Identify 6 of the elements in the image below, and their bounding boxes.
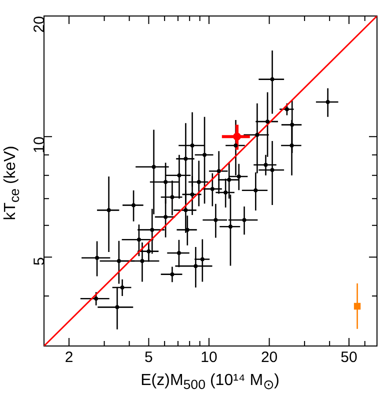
x-tick-label: 50 [340, 349, 358, 366]
x-axis-title: E(z)M$_{500}$ (10¹⁴ M$_{⊙}$) [140, 372, 280, 392]
x-tick-label: 2 [64, 349, 74, 366]
x-tick-label: 20 [260, 349, 278, 366]
x-tick-label: 5 [144, 349, 153, 366]
x-tick-label: 10 [200, 349, 218, 366]
